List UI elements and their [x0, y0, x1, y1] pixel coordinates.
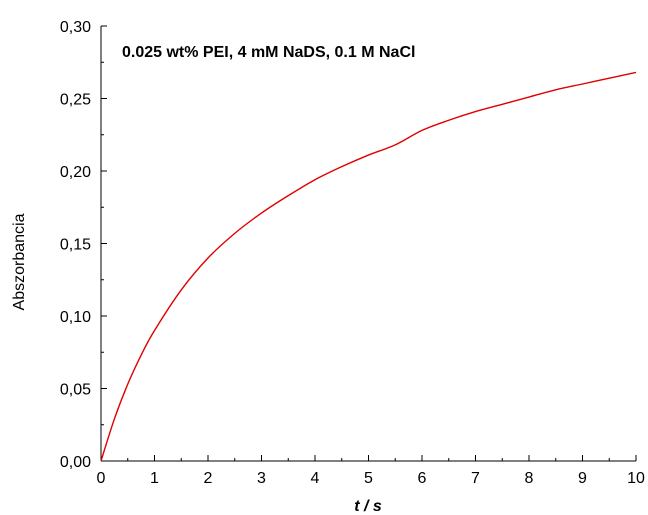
- ticks: 0 1 2 3 4 5 6 7 8 9 10 0,00 0,05 0,10 0,15 0,20 0,25 0,30: [60, 19, 645, 487]
- series: [100, 71, 637, 462]
- axes: [100, 26, 636, 462]
- x-tick-label: 1: [150, 470, 159, 487]
- y-tick-label: 0,10: [60, 309, 91, 326]
- x-tick-label: 2: [204, 470, 213, 487]
- series-line: [100, 71, 637, 462]
- x-tick-label: 7: [471, 470, 480, 487]
- y-tick-label: 0,20: [60, 164, 91, 181]
- y-axis-label: Abszorbancia: [11, 213, 28, 310]
- x-axis-label: t / s: [354, 498, 382, 515]
- x-tick-label: 6: [418, 470, 427, 487]
- y-tick-label: 0,25: [60, 92, 91, 109]
- y-tick-label: 0,05: [60, 382, 91, 399]
- y-tick-label: 0,00: [60, 454, 91, 471]
- x-tick-label: 3: [257, 470, 266, 487]
- x-tick-label: 9: [578, 470, 587, 487]
- x-tick-label: 5: [364, 470, 373, 487]
- x-tick-label: 8: [525, 470, 534, 487]
- x-tick-label: 0: [97, 470, 106, 487]
- y-tick-label: 0,15: [60, 237, 91, 254]
- x-tick-label: 4: [311, 470, 320, 487]
- x-tick-label: 10: [627, 470, 645, 487]
- chart-annotation: 0.025 wt% PEI, 4 mM NaDS, 0.1 M NaCl: [122, 44, 415, 61]
- y-tick-label: 0,30: [60, 19, 91, 36]
